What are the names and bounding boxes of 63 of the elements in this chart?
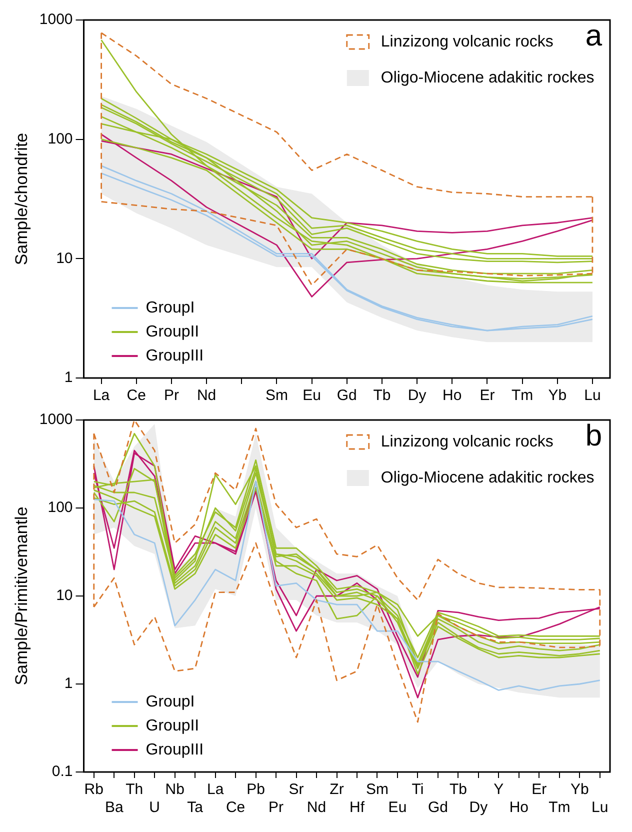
legend-label: GroupII [146, 717, 200, 734]
x-tick-label: Er [532, 781, 547, 798]
x-tick-label: Ta [187, 799, 204, 816]
x-tick-label: Tb [373, 387, 391, 404]
y-tick-label: 1000 [39, 11, 73, 28]
x-tick-label: Ti [412, 781, 424, 798]
x-tick-label: Ho [442, 387, 462, 404]
y-tick-label: 0.1 [52, 763, 73, 780]
y-tick-label: 1000 [39, 411, 73, 428]
x-tick-label: Rb [84, 781, 104, 798]
x-tick-label: Hf [350, 799, 366, 816]
x-tick-label: Lu [592, 799, 608, 816]
y-tick-label: 10 [56, 250, 73, 267]
x-tick-label: Tm [548, 799, 570, 816]
y-tick-label: 1 [64, 675, 73, 692]
annotation: a [585, 19, 602, 52]
x-tick-label: Nb [165, 781, 184, 798]
x-tick-label: Nd [306, 799, 326, 816]
x-tick-label: Dy [408, 387, 427, 404]
legend-label: Oligo-Miocene adakitic rockes [380, 469, 594, 486]
x-tick-label: Sm [265, 387, 288, 404]
x-tick-label: Ce [126, 387, 146, 404]
y-tick-label: 10 [56, 587, 73, 604]
x-tick-label: Pb [246, 781, 265, 798]
x-tick-label: Ce [226, 799, 246, 816]
legend-label: GroupI [146, 693, 195, 710]
y-axis-title: Sample/chondrite [12, 132, 31, 266]
y-axis-title: Sample/Primitivemantle [12, 506, 31, 686]
x-tick-label: Gd [336, 387, 357, 404]
x-tick-label: La [92, 387, 110, 404]
x-tick-label: U [149, 799, 160, 816]
legend-label: Oligo-Miocene adakitic rockes [380, 69, 594, 86]
x-tick-label: Gd [428, 799, 448, 816]
x-tick-label: Yb [570, 781, 589, 798]
legend-label: GroupIII [146, 741, 204, 758]
x-tick-label: Sr [288, 781, 304, 798]
legend-label: GroupII [146, 323, 200, 340]
x-tick-label: La [206, 781, 224, 798]
annotation: b [585, 419, 602, 452]
x-tick-label: Eu [302, 387, 321, 404]
x-tick-label: Pr [268, 799, 284, 816]
x-tick-label: Ho [509, 799, 529, 816]
x-tick-label: Eu [388, 799, 407, 816]
x-tick-label: Er [480, 387, 495, 404]
y-tick-label: 100 [48, 130, 73, 148]
x-tick-label: Ba [104, 799, 124, 816]
x-tick-label: Tb [449, 781, 467, 798]
y-tick-label: 100 [48, 499, 73, 516]
x-tick-label: Zr [330, 781, 344, 798]
legend-label: Linzizong volcanic rocks [380, 433, 554, 450]
x-tick-label: Th [126, 781, 144, 798]
x-tick-label: Sm [366, 781, 388, 798]
x-tick-label: Dy [469, 799, 488, 816]
legend-label: GroupIII [146, 347, 204, 364]
x-tick-label: Y [494, 781, 504, 798]
y-tick-label: 1 [64, 369, 73, 386]
x-tick-label: Tm [511, 387, 534, 404]
x-tick-label: Pr [164, 387, 179, 404]
legend-label: Linzizong volcanic rocks [380, 33, 554, 50]
x-tick-label: Nd [196, 387, 216, 404]
x-tick-label: Lu [584, 387, 601, 404]
legend-label: GroupI [146, 299, 195, 316]
x-tick-label: Yb [548, 387, 567, 404]
